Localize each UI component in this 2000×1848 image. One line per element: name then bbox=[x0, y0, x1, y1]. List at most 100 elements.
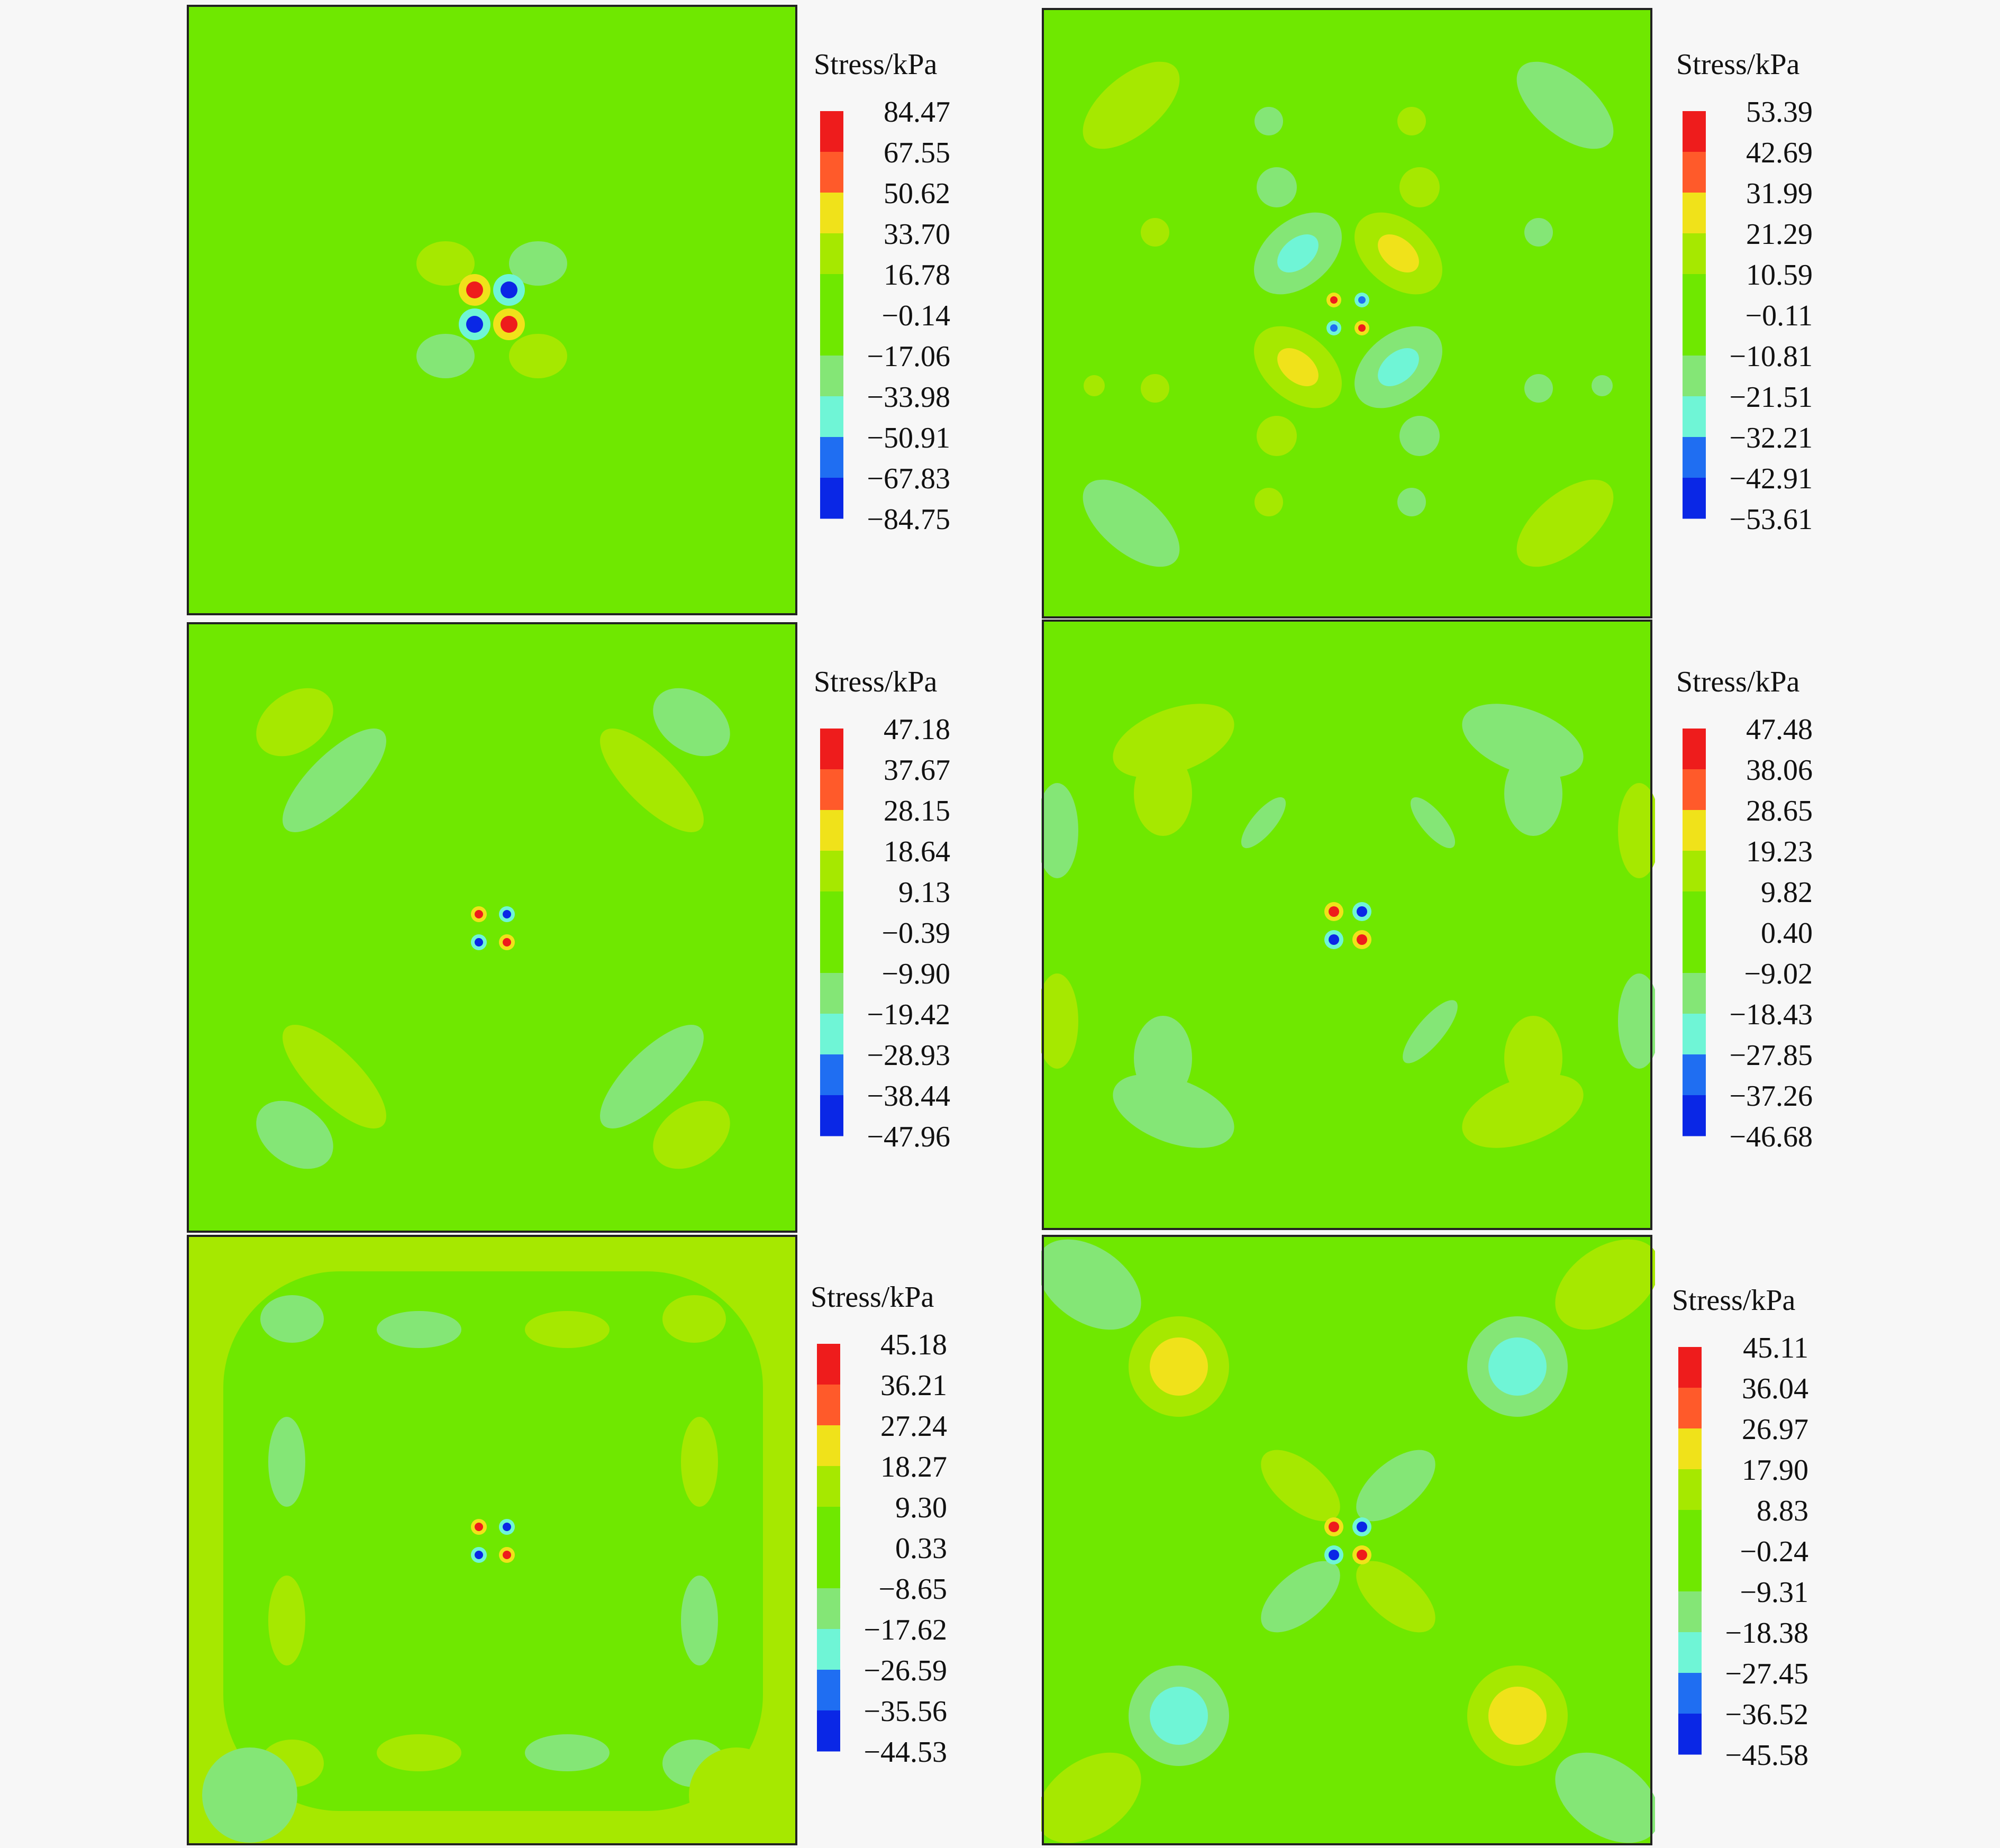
tick-label: 8.83 bbox=[1757, 1495, 1808, 1527]
contour-region bbox=[1357, 1522, 1367, 1532]
color-scale-segment bbox=[1683, 851, 1706, 892]
color-scale-segment bbox=[1678, 1551, 1702, 1592]
tick-label: 16.78 bbox=[884, 259, 950, 292]
color-scale-segment bbox=[820, 932, 843, 973]
contour-region bbox=[1358, 324, 1366, 332]
contour-region bbox=[503, 1523, 511, 1531]
contour-region bbox=[1524, 374, 1553, 403]
contour-region bbox=[268, 1576, 305, 1665]
color-scale-bar bbox=[1683, 729, 1706, 1136]
tick-label: 67.55 bbox=[884, 136, 950, 169]
color-scale-bar bbox=[817, 1344, 840, 1752]
color-scale-segment bbox=[817, 1670, 840, 1711]
contour-region bbox=[1516, 479, 1614, 567]
contour-map-3 bbox=[187, 622, 797, 1233]
contour-region bbox=[1084, 375, 1105, 396]
color-scale-segment bbox=[1678, 1347, 1702, 1388]
legend-3: Stress/kPa 47.18 37.67 28.15 18.64 9.13 −0.39… bbox=[814, 666, 950, 1153]
contour-region bbox=[1356, 1450, 1435, 1522]
contour-region bbox=[1462, 1074, 1584, 1148]
contour-region bbox=[1134, 1016, 1192, 1100]
tick-label: −32.21 bbox=[1729, 422, 1813, 454]
legend-title: Stress/kPa bbox=[1672, 1284, 1795, 1317]
color-scale-segment bbox=[820, 437, 843, 478]
color-scale-segment bbox=[817, 1425, 840, 1467]
color-scale-segment bbox=[1678, 1591, 1702, 1633]
tick-label: 38.06 bbox=[1746, 754, 1813, 787]
contour-region bbox=[1241, 797, 1286, 849]
tick-label: −0.14 bbox=[881, 299, 950, 332]
legend-5: Stress/kPa 45.18 36.21 27.24 18.27 9.30 0.33 −… bbox=[811, 1281, 947, 1769]
tick-labels: 47.18 37.67 28.15 18.64 9.13 −0.39 −9.90 −19.42… bbox=[867, 713, 950, 1153]
contour-region bbox=[416, 334, 475, 378]
contour-region bbox=[1397, 488, 1426, 516]
color-scale-segment bbox=[1683, 478, 1706, 519]
contour-region bbox=[475, 1551, 483, 1559]
tick-label: −0.39 bbox=[881, 917, 950, 950]
tick-label: −17.06 bbox=[867, 340, 950, 373]
map-frame bbox=[187, 5, 797, 615]
contour-region bbox=[260, 1295, 324, 1343]
color-scale-segment bbox=[820, 152, 843, 193]
contour-region bbox=[1329, 906, 1339, 917]
contour-region bbox=[1041, 1752, 1141, 1843]
map-frame bbox=[1042, 1235, 1652, 1845]
map-frame bbox=[187, 622, 797, 1233]
contour-map-4 bbox=[1041, 620, 1655, 1230]
color-scale-segment bbox=[820, 233, 843, 275]
tick-label: 10.59 bbox=[1746, 259, 1813, 292]
contour-region bbox=[475, 938, 483, 946]
contour-regions bbox=[202, 1295, 784, 1843]
tick-label: 84.47 bbox=[884, 96, 950, 129]
color-scale-segment bbox=[820, 111, 843, 152]
tick-label: 45.11 bbox=[1743, 1332, 1808, 1364]
contour-region bbox=[501, 316, 517, 333]
color-scale-segment bbox=[1683, 193, 1706, 234]
contour-map-5 bbox=[187, 1235, 797, 1845]
tick-label: −38.44 bbox=[867, 1080, 950, 1113]
tick-label: 18.27 bbox=[880, 1451, 947, 1483]
legend-title: Stress/kPa bbox=[1676, 666, 1799, 698]
tick-label: −18.43 bbox=[1729, 998, 1813, 1031]
contour-region bbox=[268, 1417, 305, 1507]
color-scale-segment bbox=[1683, 810, 1706, 851]
contour-regions bbox=[1041, 704, 1655, 1148]
tick-label: 37.67 bbox=[884, 754, 950, 787]
color-scale-segment bbox=[820, 193, 843, 234]
contour-region bbox=[1113, 704, 1234, 778]
legend-title: Stress/kPa bbox=[814, 48, 937, 81]
contour-region bbox=[1378, 348, 1419, 387]
contour-region bbox=[1410, 797, 1456, 849]
tick-label: 27.24 bbox=[880, 1410, 947, 1443]
contour-region bbox=[1141, 374, 1169, 403]
tick-label: 45.18 bbox=[880, 1328, 947, 1361]
tick-label: −9.31 bbox=[1740, 1576, 1808, 1609]
tick-label: −18.38 bbox=[1725, 1617, 1808, 1650]
tick-label: 33.70 bbox=[884, 218, 950, 251]
contour-region bbox=[202, 1747, 297, 1843]
contour-region bbox=[525, 1311, 610, 1348]
contour-region bbox=[1329, 1522, 1339, 1532]
tick-label: 0.40 bbox=[1761, 917, 1813, 950]
tick-label: −37.26 bbox=[1729, 1080, 1813, 1113]
tick-label: 28.15 bbox=[884, 795, 950, 827]
tick-label: 36.21 bbox=[880, 1369, 947, 1402]
contour-region bbox=[1083, 479, 1180, 567]
color-scale-segment bbox=[820, 973, 843, 1014]
field-background bbox=[188, 6, 796, 614]
color-scale-segment bbox=[820, 1014, 843, 1055]
tick-label: −50.91 bbox=[867, 422, 950, 454]
tick-label: −19.42 bbox=[867, 998, 950, 1031]
contour-map-6 bbox=[1041, 1235, 1655, 1845]
tick-label: −46.68 bbox=[1729, 1121, 1813, 1153]
color-scale-segment bbox=[1683, 769, 1706, 811]
contour-region bbox=[1329, 934, 1339, 945]
tick-label: 26.97 bbox=[1742, 1413, 1808, 1446]
contour-region bbox=[509, 334, 567, 378]
color-scale-segment bbox=[1683, 111, 1706, 152]
color-scale-bar bbox=[820, 729, 843, 1136]
color-scale-bar bbox=[1683, 111, 1706, 519]
contour-region bbox=[1357, 906, 1367, 917]
tick-label: −26.59 bbox=[863, 1654, 947, 1687]
